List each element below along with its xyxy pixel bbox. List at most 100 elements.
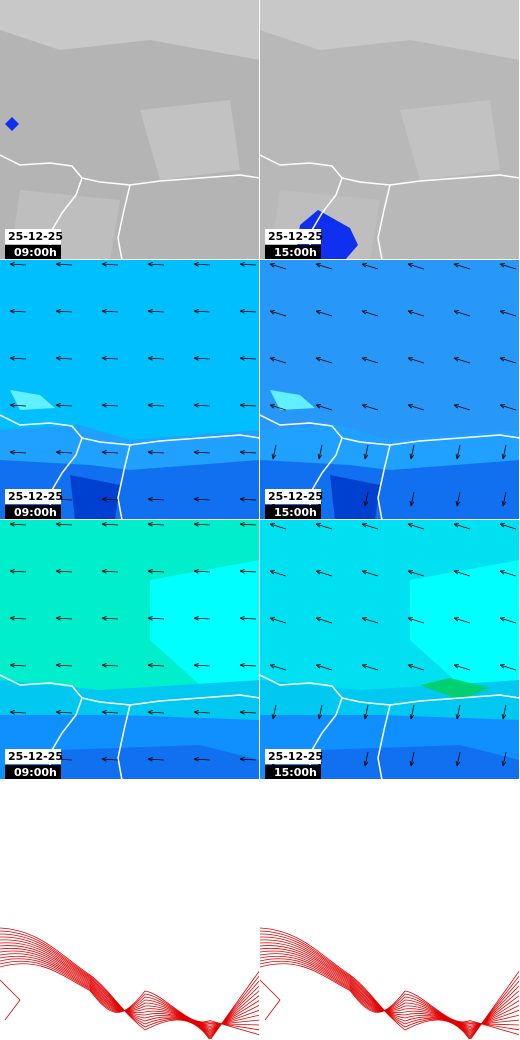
time-label: 09:00h [14, 246, 57, 259]
wind-arrow-head [239, 496, 245, 502]
wind-arrow-head [315, 570, 322, 575]
wind-arrow [147, 523, 165, 526]
wind-arrow-head [315, 357, 322, 362]
contour-line [0, 939, 259, 1035]
wind-arrow [361, 523, 379, 530]
panel-content [0, 0, 259, 259]
wind-arrow [147, 498, 165, 501]
wind-arrow-head [407, 570, 414, 575]
wind-arrow-head [409, 454, 415, 460]
precip-area [5, 117, 19, 131]
wind-arrow [239, 711, 257, 714]
wind-arrow-head [269, 570, 276, 575]
contour-line [0, 953, 259, 1027]
wind-arrow [55, 711, 73, 714]
contour-line [260, 963, 519, 1036]
wind-arrow-head [147, 756, 153, 762]
wind-arrow [269, 263, 287, 270]
wind-arrow [193, 404, 211, 407]
wind-arrow-head [315, 263, 322, 268]
time-box [265, 245, 321, 259]
wind-arrow-head [269, 357, 276, 362]
contour-line [260, 945, 519, 1032]
wind-arrow [147, 570, 165, 573]
contour-line [0, 942, 259, 1033]
wind-arrow [239, 310, 257, 313]
wind-arrow [453, 523, 471, 530]
wind-arrow [407, 263, 425, 270]
wind-arrow [315, 664, 333, 671]
wind-arrow [499, 310, 517, 317]
wind-arrow-head [407, 263, 414, 268]
wind-arrow [361, 617, 379, 624]
wind-arrow-head [453, 523, 460, 528]
wind-arrow [502, 444, 507, 460]
contour-line [0, 933, 259, 1038]
wind-arrow-head [147, 662, 153, 668]
wind-arrow [315, 570, 333, 577]
wind-arrow-head [407, 664, 414, 669]
wind-arrow-head [453, 263, 460, 268]
wind-arrow-head [101, 496, 107, 502]
wind-arrow-head [453, 404, 460, 409]
wind-arrow-head [315, 523, 322, 528]
wind-arrow-head [147, 496, 153, 502]
wind-arrow-head [55, 308, 61, 314]
wind-arrow-head [361, 664, 368, 669]
wind-arrow [193, 758, 211, 761]
field-area [70, 475, 120, 519]
wind-arrow [101, 357, 119, 360]
wind-arrow-head [239, 756, 245, 762]
contour-line [0, 958, 259, 1026]
wind-arrow-head [317, 714, 323, 720]
wind-arrow-head [239, 449, 245, 455]
wind-arrow [269, 404, 287, 411]
date-label: 25-12-25 [268, 750, 323, 763]
wind-arrow [269, 523, 287, 530]
field-area [140, 100, 240, 180]
wind-arrow [9, 310, 27, 313]
wind-arrow-head [101, 615, 107, 621]
wind-arrow [55, 357, 73, 360]
wind-arrow-head [239, 709, 245, 715]
wind-arrow [315, 404, 333, 411]
wind-arrow [9, 711, 27, 714]
wind-arrow-head [147, 261, 153, 267]
wind-arrow [456, 704, 461, 720]
wind-arrow-head [193, 402, 199, 408]
wind-arrow [239, 498, 257, 501]
wind-arrow-head [499, 570, 506, 575]
wind-arrow [101, 263, 119, 266]
wind-arrow [407, 404, 425, 411]
panel-content [260, 0, 519, 259]
wind-arrow-head [147, 402, 153, 408]
time-box [5, 245, 61, 259]
wind-arrow [239, 617, 257, 620]
wind-arrow-head [269, 404, 276, 409]
wind-arrow [453, 263, 471, 270]
wind-arrow [499, 570, 517, 577]
wind-arrow-head [101, 709, 107, 715]
wind-arrow-head [101, 402, 107, 408]
wind-arrow [499, 357, 517, 364]
wind-arrow [364, 751, 369, 767]
date-box [5, 749, 61, 764]
wind-arrow [55, 451, 73, 454]
wind-arrow [361, 570, 379, 577]
wind-arrow [269, 310, 287, 317]
wind-arrow [55, 523, 73, 526]
wind-arrow-head [499, 310, 506, 315]
field-area [260, 0, 519, 60]
wind-arrow-head [239, 615, 245, 621]
wind-arrow [193, 357, 211, 360]
panel-background [260, 780, 519, 1039]
wind-arrow [55, 617, 73, 620]
date-box [265, 229, 321, 244]
wind-arrow [239, 570, 257, 573]
time-label: 09:00h [14, 506, 57, 519]
wind-arrow-head [271, 714, 277, 720]
wind-arrow [364, 491, 369, 507]
wind-arrow [407, 310, 425, 317]
wind-arrow [193, 498, 211, 501]
